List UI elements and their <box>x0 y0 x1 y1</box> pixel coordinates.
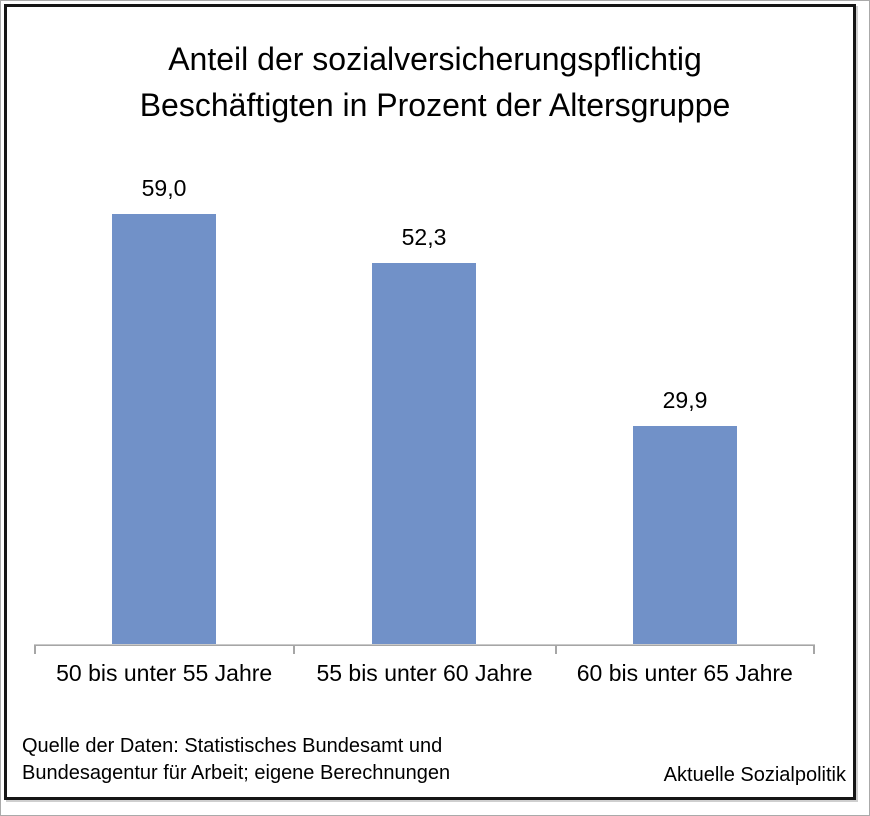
credit-label: Aktuelle Sozialpolitik <box>663 764 846 786</box>
x-label-50-55: 50 bis unter 55 Jahre <box>56 660 273 686</box>
bar-60-65 <box>633 426 737 644</box>
axis-tick <box>555 646 557 654</box>
x-label-60-65: 60 bis unter 65 Jahre <box>576 660 793 686</box>
bar-group-50-55: 59,0 <box>112 176 216 644</box>
bar-group-55-60: 52,3 <box>372 225 476 644</box>
axis-tick <box>813 646 815 654</box>
bar-value-label: 52,3 <box>401 224 447 250</box>
data-source-note: Quelle der Daten: Statistisches Bundesam… <box>22 733 450 787</box>
bar-value-label: 59,0 <box>141 175 187 201</box>
data-source-line2: Bundesagentur für Arbeit; eigene Berechn… <box>22 762 451 784</box>
data-source-line1: Quelle der Daten: Statistisches Bundesam… <box>22 735 443 757</box>
axis-tick <box>293 646 295 654</box>
bar-group-60-65: 29,9 <box>633 388 737 644</box>
axis-tick <box>34 646 36 654</box>
bar-55-60 <box>372 263 476 644</box>
bar-value-label: 29,9 <box>662 387 708 413</box>
x-axis-labels: 50 bis unter 55 Jahre 55 bis unter 60 Ja… <box>34 660 815 687</box>
chart-title-line1: Anteil der sozialversicherungspflichtig <box>168 41 702 77</box>
x-axis-line <box>34 644 815 654</box>
chart-title: Anteil der sozialversicherungspflichtig … <box>0 36 870 128</box>
chart-title-line2: Beschäftigten in Prozent der Altersgrupp… <box>139 87 731 123</box>
x-label-55-60: 55 bis unter 60 Jahre <box>316 660 533 686</box>
plot-area: 59,0 52,3 29,9 <box>34 160 815 654</box>
bar-50-55 <box>112 214 216 644</box>
